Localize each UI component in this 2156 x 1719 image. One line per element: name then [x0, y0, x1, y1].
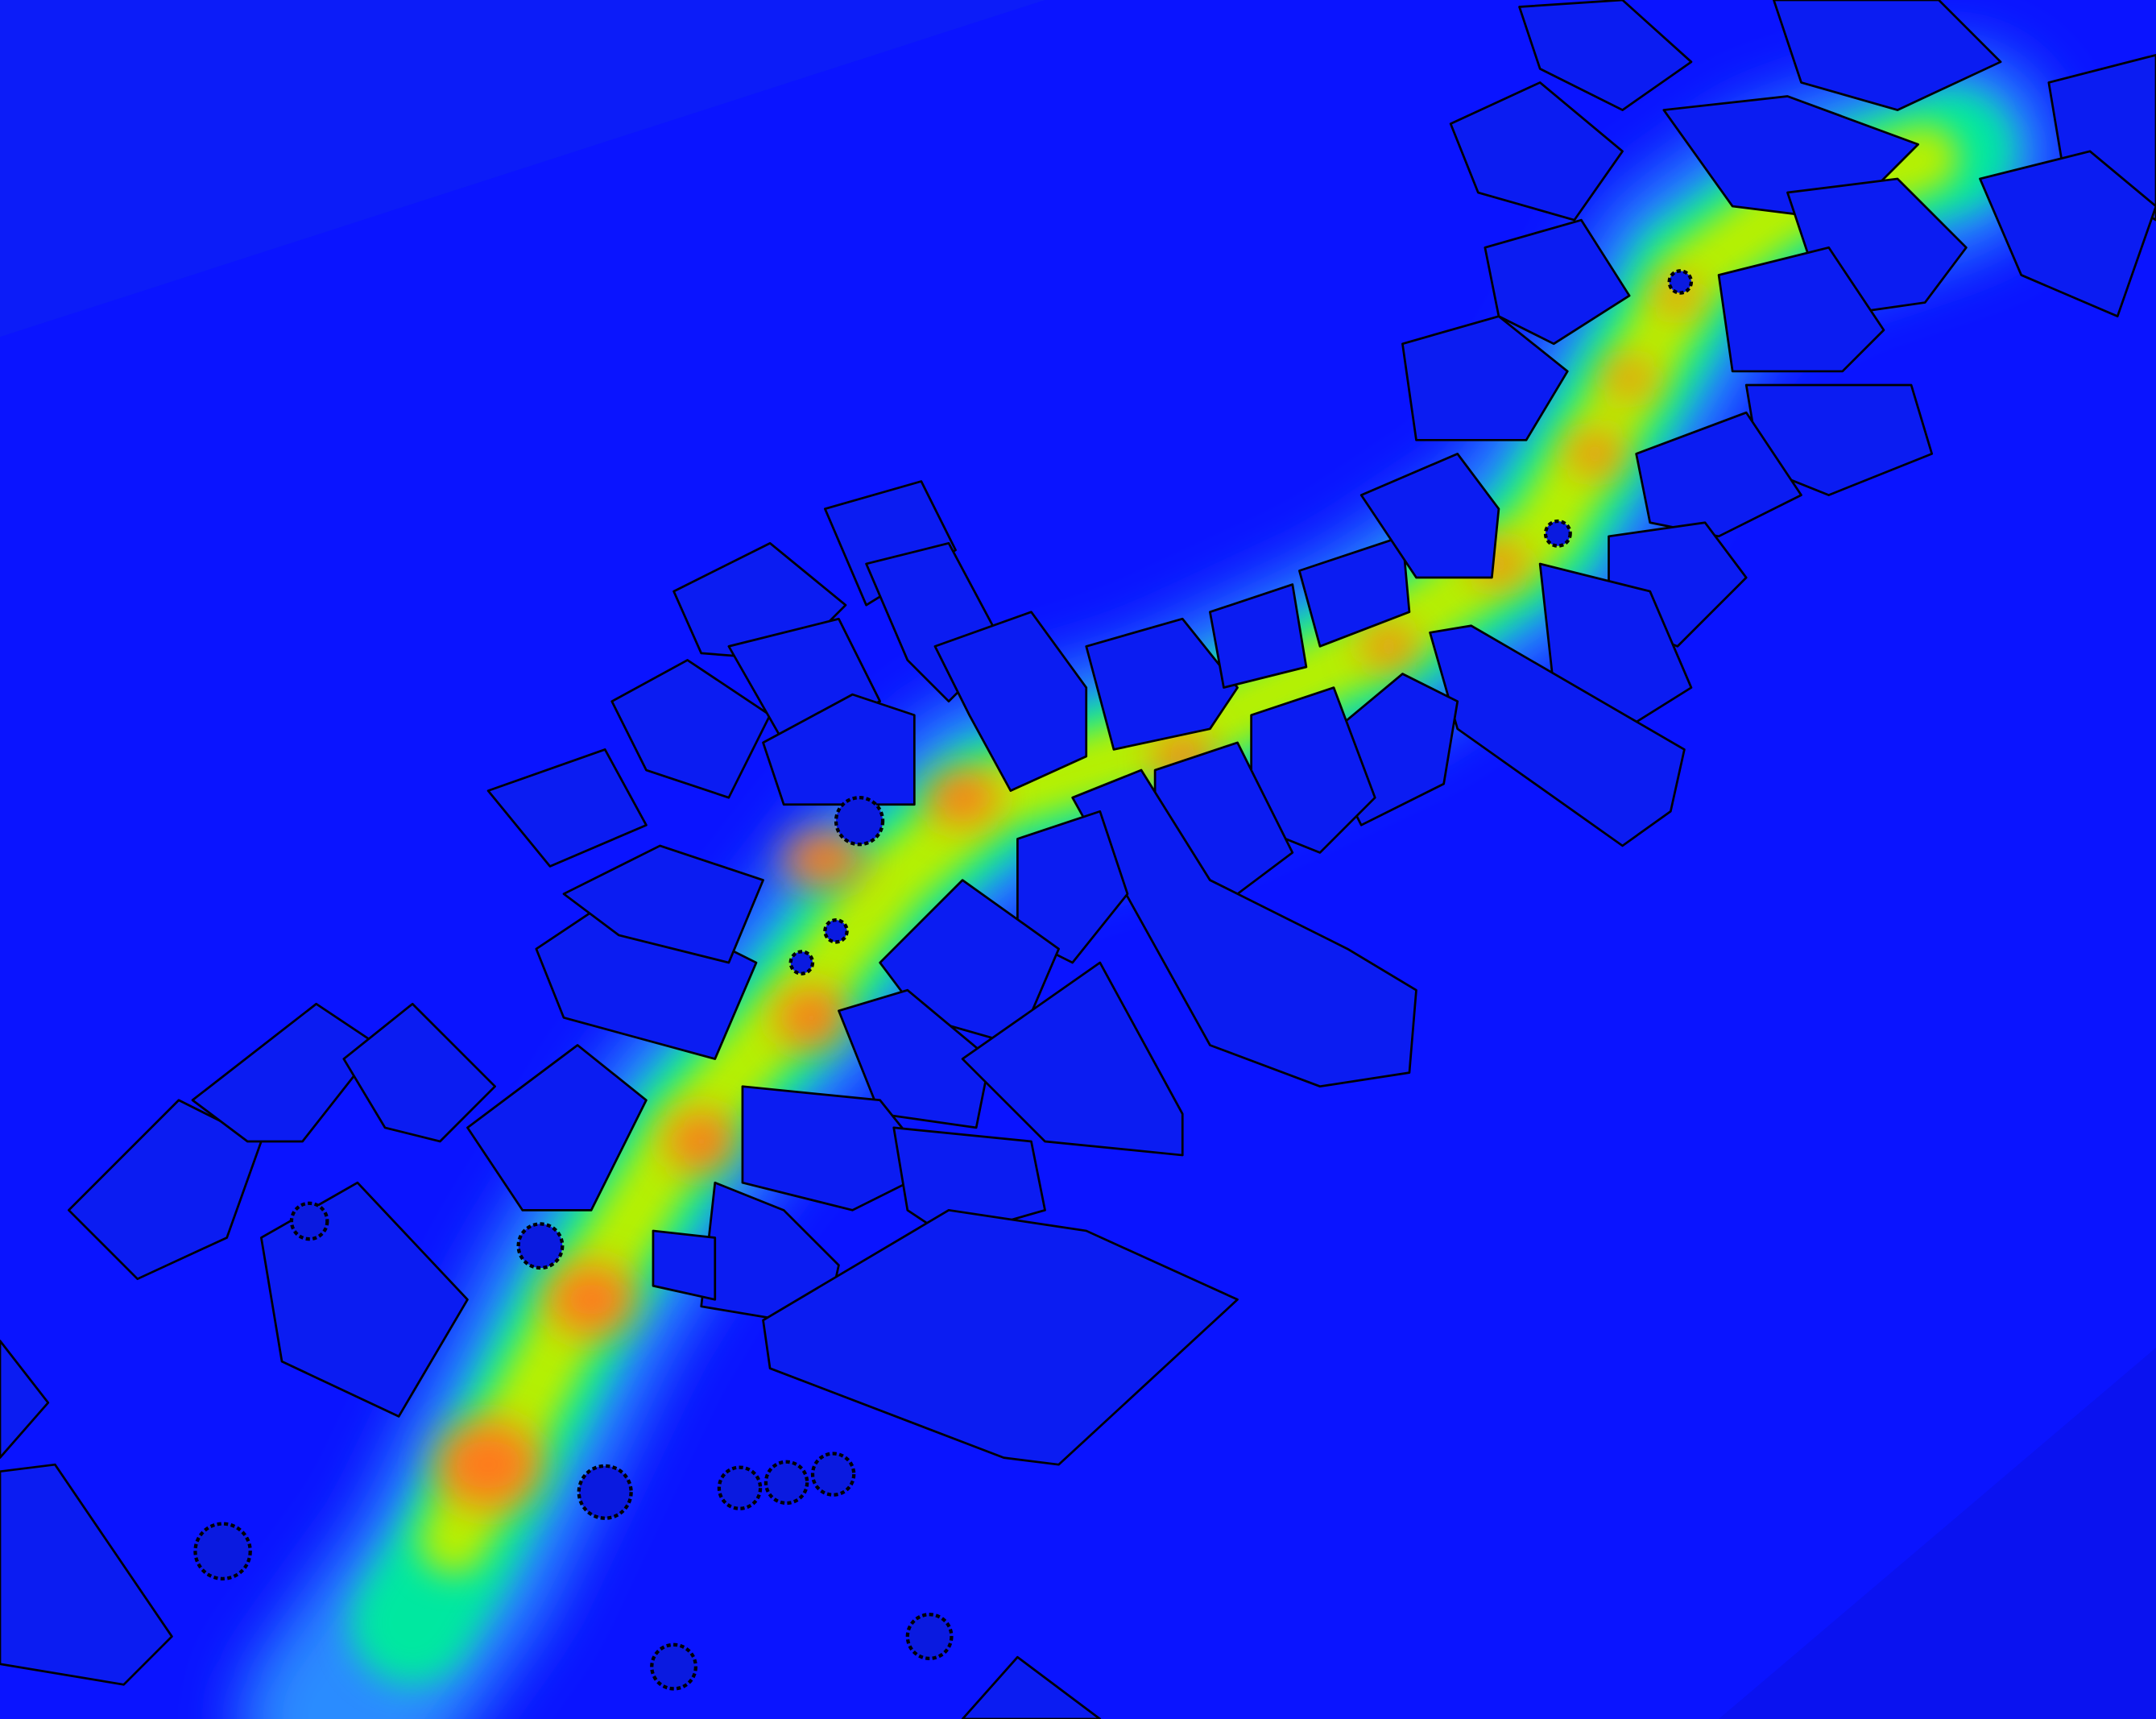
building: [466, 1044, 648, 1212]
heat-map: [240, 48, 2056, 1719]
building: [933, 611, 1088, 793]
building: [1071, 768, 1417, 1088]
building: [1979, 150, 2156, 318]
building: [1717, 246, 1885, 373]
tree: [905, 1613, 954, 1661]
building: [67, 1099, 263, 1281]
building: [1359, 453, 1500, 579]
ground-plane: [0, 0, 1045, 338]
trees: [193, 269, 1694, 1691]
tree: [834, 796, 885, 847]
tree: [516, 1222, 565, 1270]
tree: [193, 1522, 252, 1580]
building: [961, 1655, 1102, 1719]
tree: [810, 1452, 856, 1497]
building: [260, 1181, 469, 1418]
tree: [763, 1460, 809, 1506]
building: [1518, 0, 1693, 111]
building: [1085, 617, 1239, 751]
building: [838, 988, 991, 1129]
tree: [717, 1465, 763, 1510]
building: [1538, 562, 1693, 723]
tree: [650, 1642, 698, 1691]
building: [1449, 81, 1624, 222]
ground-plane: [1719, 1348, 2156, 1719]
building: [191, 1002, 379, 1143]
building: [1773, 0, 2002, 111]
tree: [788, 950, 815, 975]
building: [1429, 624, 1686, 847]
building: [562, 844, 764, 964]
building: [823, 480, 957, 607]
tree: [289, 1201, 329, 1241]
building: [961, 961, 1184, 1157]
building: [1484, 218, 1631, 346]
tree: [1543, 519, 1572, 548]
building: [0, 1340, 50, 1459]
building: [1635, 411, 1802, 538]
tree: [823, 917, 849, 944]
building: [0, 1463, 173, 1686]
building: [2047, 53, 2156, 222]
building: [1298, 535, 1411, 648]
building: [1401, 315, 1569, 441]
heat-peaks: [436, 279, 1700, 1509]
building: [762, 693, 916, 806]
building: [342, 1002, 496, 1143]
building: [610, 659, 772, 799]
building: [762, 1208, 1239, 1466]
building: [1209, 583, 1308, 689]
building: [741, 1085, 937, 1212]
building: [652, 1229, 717, 1301]
building: [486, 748, 648, 868]
tree: [1667, 269, 1694, 295]
tree: [577, 1464, 633, 1520]
